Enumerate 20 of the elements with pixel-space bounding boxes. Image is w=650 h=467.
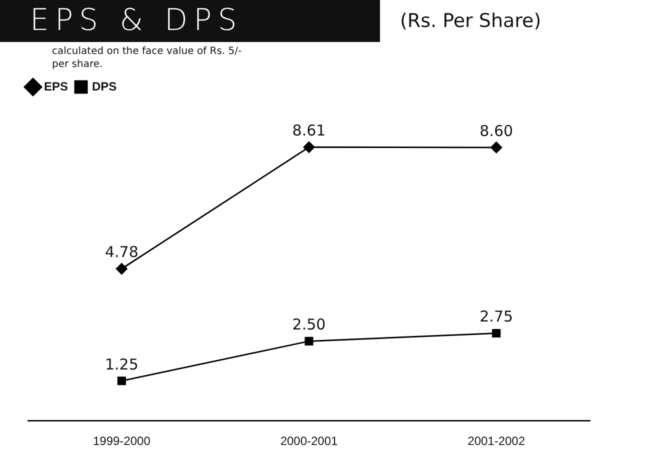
- legend-label: EPS: [44, 79, 68, 94]
- point: [117, 376, 126, 386]
- point: [304, 336, 314, 346]
- legend-label: DPS: [92, 79, 117, 94]
- point: [492, 328, 501, 338]
- point: [303, 141, 315, 153]
- chart-subtitle: (Rs. Per Share): [400, 10, 542, 32]
- point: [116, 263, 128, 275]
- x-tick-label: 2000-2001: [280, 434, 338, 448]
- data-label: 2.50: [292, 316, 326, 334]
- x-tick-label: 1999-2000: [92, 434, 151, 448]
- data-label: 2.75: [480, 308, 514, 326]
- data-label: 8.60: [480, 122, 514, 140]
- data-label: 1.25: [104, 355, 138, 374]
- point: [490, 142, 502, 154]
- text: calculated on the face value of Rs. 5/- per share.: [52, 45, 242, 71]
- data-label: 4.78: [104, 243, 138, 262]
- data-label: 8.61: [292, 122, 326, 140]
- chart-title: EPS & DPS: [0, 0, 380, 42]
- x-tick-label: 2001-2002: [468, 434, 526, 448]
